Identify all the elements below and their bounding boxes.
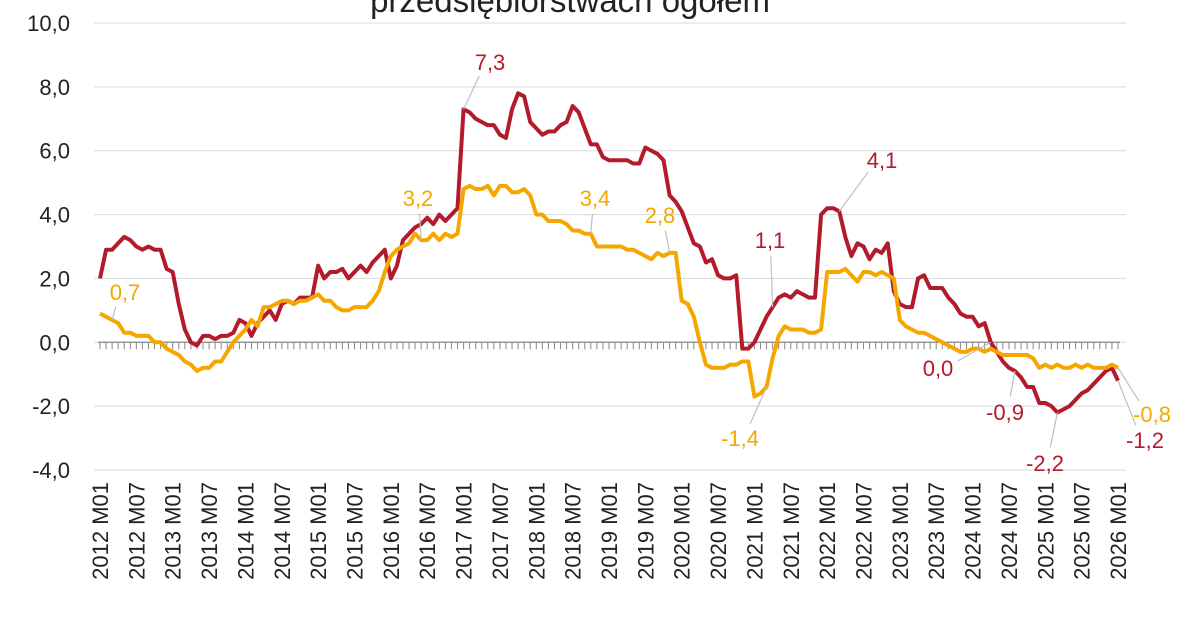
x-tick-label: 2015 M07 [343,482,368,580]
x-tick-label: 2014 M01 [233,482,258,580]
data-label: 4,1 [867,148,898,173]
series-line [98,91,1120,415]
y-tick-label: 4,0 [39,203,70,228]
x-tick-label: 2023 M07 [924,482,949,580]
y-tick-label: -4,0 [32,458,70,483]
x-tick-label: 2014 M07 [270,482,295,580]
y-tick-label: 8,0 [39,75,70,100]
data-label: -1,4 [721,426,759,451]
y-tick-label: 6,0 [39,139,70,164]
x-tick-label: 2021 M07 [779,482,804,580]
x-tick-label: 2024 M07 [997,482,1022,580]
x-tick-label: 2021 M01 [742,482,767,580]
data-label: -2,2 [1026,451,1064,476]
data-label: 2,8 [645,203,676,228]
data-label: -1,2 [1126,428,1164,453]
x-tick-label: 2025 M07 [1070,482,1095,580]
x-tick-label: 2024 M01 [961,482,986,580]
x-tick-label: 2019 M01 [597,482,622,580]
data-label: 0,0 [923,356,954,381]
x-tick-label: 2026 M01 [1106,482,1131,580]
leader-line [1049,412,1058,448]
data-label: 0,7 [110,280,141,305]
x-tick-label: 2013 M07 [197,482,222,580]
leader-line [1117,367,1140,402]
leader-line [749,386,768,425]
x-tick-label: 2016 M07 [415,482,440,580]
leader-line [838,171,869,212]
leader-line [1117,380,1137,426]
x-tick-label: 2018 M01 [524,482,549,580]
x-tick-label: 2013 M01 [161,482,186,580]
leader-line [957,341,992,362]
data-label: -0,9 [986,400,1024,425]
x-tick-label: 2020 M07 [706,482,731,580]
leader-line [664,230,671,253]
x-tick-label: 2017 M01 [452,482,477,580]
x-tick-label: 2016 M01 [379,482,404,580]
data-label: 3,2 [403,186,434,211]
leader-line [111,306,117,321]
x-tick-label: 2012 M01 [88,482,113,580]
leader-line [1009,370,1016,397]
y-tick-label: 2,0 [39,266,70,291]
chart-title: przedsiębiorstwach ogółem [370,0,770,19]
x-tick-label: 2017 M07 [488,482,513,580]
y-tick-label: -2,0 [32,394,70,419]
leader-line [463,75,480,110]
series-line [99,183,1119,399]
x-tick-label: 2025 M01 [1033,482,1058,580]
x-tick-label: 2023 M01 [888,482,913,580]
x-tick-label: 2015 M01 [306,482,331,580]
x-tick-label: 2018 M07 [561,482,586,580]
leader-line [590,213,594,234]
x-tick-label: 2022 M01 [815,482,840,580]
data-label: 1,1 [755,228,786,253]
data-label: -0,8 [1133,402,1171,427]
data-label: 3,4 [580,186,611,211]
x-tick-label: 2019 M07 [633,482,658,580]
leader-line [770,255,774,308]
x-tick-label: 2020 M01 [670,482,695,580]
y-tick-label: 10,0 [27,11,70,36]
leader-line [419,213,422,241]
data-label: 7,3 [475,50,506,75]
x-tick-label: 2022 M07 [852,482,877,580]
y-tick-label: 0,0 [39,330,70,355]
x-tick-label: 2012 M07 [124,482,149,580]
